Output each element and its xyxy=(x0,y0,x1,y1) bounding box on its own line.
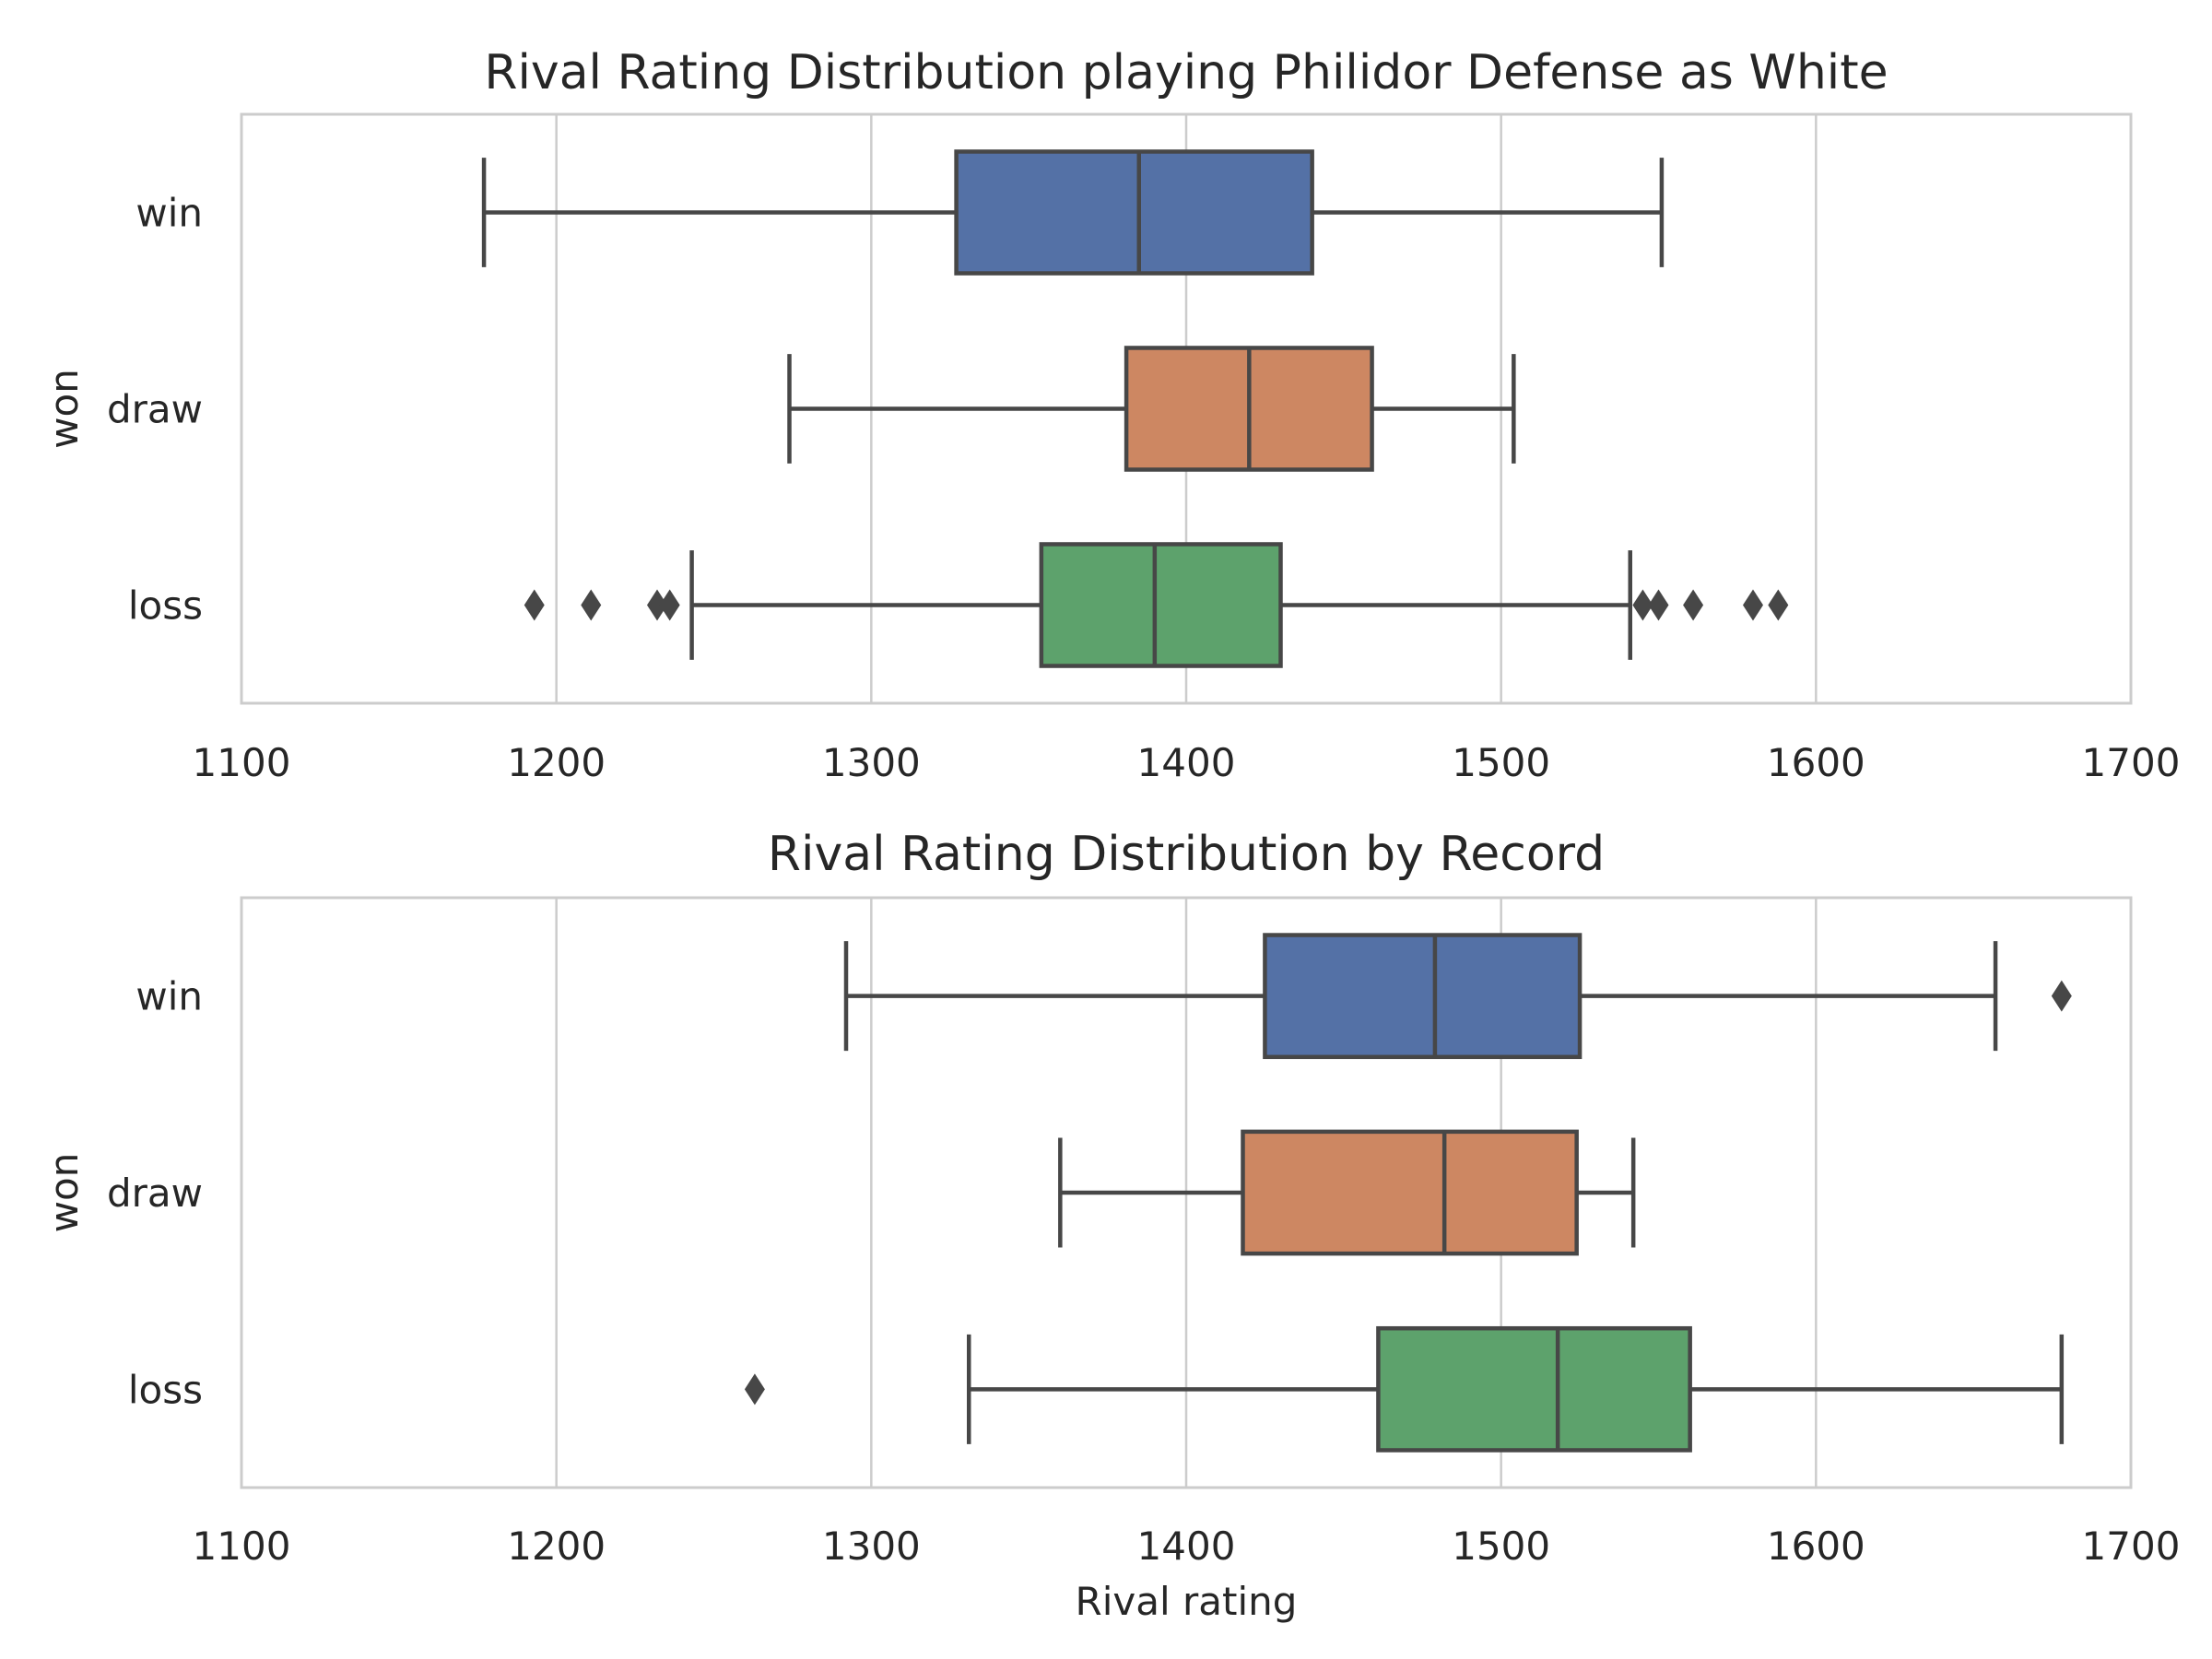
x-tick-label: 1200 xyxy=(507,1524,606,1569)
chart-title: Rival Rating Distribution by Record xyxy=(768,827,1605,882)
iqr-box xyxy=(1378,1328,1689,1450)
y-tick-label-loss: loss xyxy=(128,583,203,629)
iqr-box xyxy=(1265,935,1580,1057)
x-tick-label: 1300 xyxy=(822,740,921,785)
y-axis-label: won xyxy=(41,369,87,449)
iqr-box xyxy=(1041,544,1281,665)
y-axis-label: won xyxy=(41,1153,87,1233)
y-tick-label-loss: loss xyxy=(128,1367,203,1412)
iqr-box xyxy=(1243,1132,1577,1253)
x-tick-label: 1100 xyxy=(193,1524,291,1569)
chart-title: Rival Rating Distribution playing Philid… xyxy=(484,45,1888,100)
x-tick-label: 1300 xyxy=(822,1524,921,1569)
iqr-box xyxy=(957,151,1312,273)
x-tick-label: 1200 xyxy=(507,740,606,785)
x-tick-label: 1600 xyxy=(1767,740,1865,785)
x-tick-label: 1400 xyxy=(1137,1524,1236,1569)
x-tick-label: 1400 xyxy=(1137,740,1236,785)
y-tick-label-draw: draw xyxy=(107,1171,203,1216)
x-tick-label: 1500 xyxy=(1452,740,1550,785)
x-tick-label: 1700 xyxy=(2082,740,2181,785)
x-tick-label: 1100 xyxy=(193,740,291,785)
y-tick-label-draw: draw xyxy=(107,387,203,432)
y-tick-label-win: win xyxy=(135,191,203,236)
y-tick-label-win: win xyxy=(135,974,203,1019)
x-tick-label: 1500 xyxy=(1452,1524,1550,1569)
x-tick-label: 1600 xyxy=(1767,1524,1865,1569)
x-tick-label: 1700 xyxy=(2082,1524,2181,1569)
x-axis-label: Rival rating xyxy=(1076,1579,1298,1624)
